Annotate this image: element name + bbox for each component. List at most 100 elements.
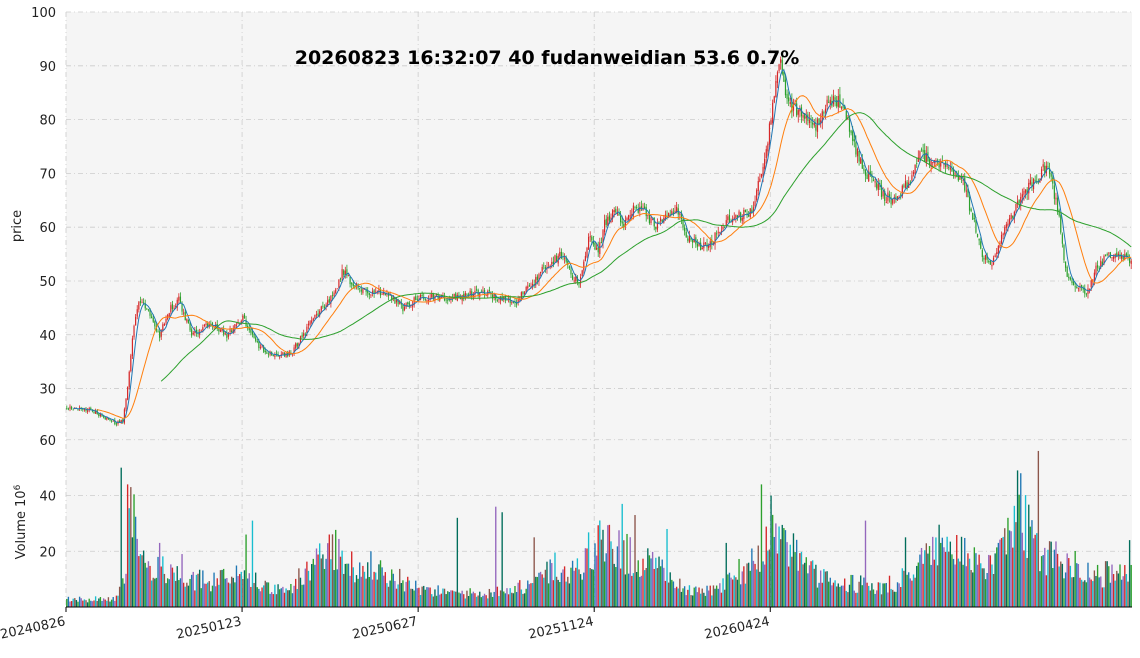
candle-body <box>805 116 807 119</box>
volume-bar <box>884 583 886 607</box>
candle-body <box>874 181 876 183</box>
candle-body <box>523 292 526 295</box>
volume-bar <box>552 580 555 607</box>
volume-bar <box>270 592 273 607</box>
volume-bar <box>1071 577 1073 607</box>
volume-bar <box>162 556 164 607</box>
volume-bar <box>1052 568 1054 607</box>
candle-body <box>890 197 892 205</box>
candle-body <box>503 296 505 300</box>
volume-bar <box>386 583 388 607</box>
volume-bar <box>981 568 984 607</box>
volume-bar <box>563 566 566 607</box>
candle-body <box>367 290 369 294</box>
volume-bar <box>539 571 542 607</box>
candle-body <box>780 59 782 63</box>
volume-bar <box>464 598 467 607</box>
volume-bar <box>674 588 676 607</box>
volume-bar <box>426 587 428 607</box>
volume-bar <box>123 583 126 607</box>
candle-body <box>160 330 162 337</box>
candle-body <box>1130 260 1132 264</box>
volume-bar <box>651 551 654 607</box>
candle-body <box>1064 261 1067 268</box>
candle-body <box>69 406 71 409</box>
volume-bar <box>581 579 583 607</box>
volume-bar <box>855 592 857 607</box>
volume-bar <box>1104 561 1107 607</box>
candle-body <box>120 420 122 423</box>
volume-bar <box>77 601 79 607</box>
volume-bar <box>709 585 711 607</box>
candle-body <box>320 306 322 311</box>
volume-bar <box>856 592 859 607</box>
candle-body <box>591 236 593 241</box>
candle-body <box>788 97 790 102</box>
volume-bar <box>594 543 596 607</box>
volume-bar <box>96 600 98 607</box>
candle-body <box>112 420 114 422</box>
volume-bar <box>951 554 953 607</box>
volume-bar <box>650 558 652 607</box>
volume-bar <box>285 588 287 607</box>
volume-bar <box>938 524 940 607</box>
volume-bar <box>101 600 103 607</box>
candle-body <box>693 238 695 243</box>
volume-bar <box>179 578 182 607</box>
candle-body <box>165 318 167 323</box>
volume-bar <box>296 588 298 607</box>
volume-bar <box>94 596 97 607</box>
candle-body <box>981 250 983 258</box>
candle-body <box>892 199 894 204</box>
candle-body <box>639 207 641 212</box>
volume-bar <box>144 562 146 607</box>
candle-body <box>623 223 625 228</box>
candle-body <box>924 150 926 162</box>
volume-bar <box>432 596 435 607</box>
candle-body <box>842 104 844 108</box>
volume-bar <box>485 595 487 607</box>
volume-bar <box>1103 587 1105 607</box>
volume-bar <box>642 558 644 607</box>
candle-body <box>1058 210 1060 216</box>
candle-body <box>128 371 130 388</box>
candle-body <box>824 108 827 113</box>
candle-body <box>1002 233 1004 236</box>
candle-body <box>896 196 899 201</box>
candle-body <box>861 158 863 169</box>
volume-bar <box>146 567 148 607</box>
volume-bar <box>866 582 868 607</box>
candle-body <box>773 96 775 103</box>
candle-body <box>901 185 903 197</box>
candle-body <box>754 201 756 207</box>
candle-body <box>223 329 225 335</box>
volume-bar <box>589 568 591 607</box>
candle-body <box>347 275 350 277</box>
candle-body <box>135 316 137 326</box>
volume-bar <box>645 567 647 607</box>
volume-bar <box>908 572 910 607</box>
volume-bar <box>467 595 470 607</box>
volume-bar <box>607 525 609 607</box>
volume-bar <box>512 593 515 607</box>
volume-bar <box>874 593 876 607</box>
volume-bar <box>192 571 194 607</box>
price-tick-label: 30 <box>39 383 56 398</box>
volume-bar <box>357 578 359 607</box>
volume-bar <box>936 565 939 607</box>
candle-body <box>576 276 578 282</box>
candle-body <box>258 341 260 349</box>
volume-bar <box>282 586 284 607</box>
candle-body <box>149 308 151 316</box>
candle-body <box>916 163 918 164</box>
candle-body <box>984 255 987 260</box>
volume-bar <box>206 582 209 607</box>
candle-body <box>554 255 556 263</box>
volume-bar <box>871 583 873 607</box>
candle-body <box>171 304 174 310</box>
candle-body <box>175 306 177 308</box>
candle-body <box>751 209 753 213</box>
volume-bar <box>626 533 628 607</box>
candle-body <box>568 266 570 269</box>
volume-bar <box>984 579 987 607</box>
